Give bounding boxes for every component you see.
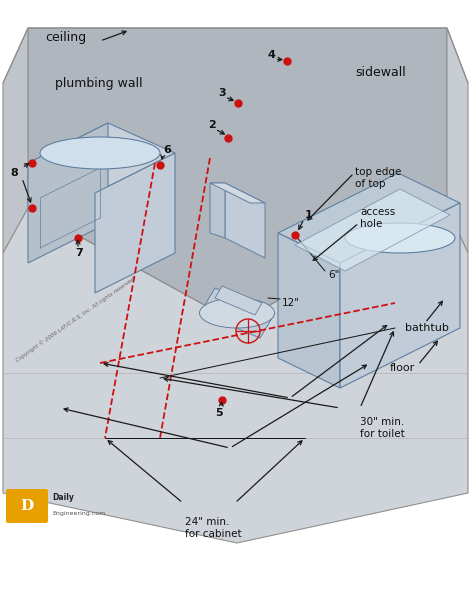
Text: 12": 12"	[282, 298, 300, 308]
Text: 4: 4	[268, 50, 276, 60]
Polygon shape	[28, 28, 447, 323]
Polygon shape	[95, 153, 175, 293]
Polygon shape	[28, 123, 108, 263]
Polygon shape	[210, 183, 265, 203]
Text: 2: 2	[208, 120, 216, 130]
Text: bathtub: bathtub	[405, 323, 449, 333]
Polygon shape	[340, 203, 460, 388]
Ellipse shape	[40, 137, 160, 169]
FancyBboxPatch shape	[6, 489, 48, 523]
Ellipse shape	[200, 298, 274, 328]
Text: Daily: Daily	[52, 493, 74, 502]
Text: 8: 8	[10, 168, 18, 178]
Text: sidewall: sidewall	[355, 66, 406, 79]
Text: ceiling: ceiling	[45, 31, 86, 44]
Text: 6: 6	[163, 145, 171, 155]
Polygon shape	[215, 286, 262, 315]
Text: D: D	[20, 499, 34, 513]
Polygon shape	[278, 173, 460, 263]
Polygon shape	[278, 233, 340, 388]
Text: 1: 1	[305, 210, 313, 220]
Text: 30" min.
for toilet: 30" min. for toilet	[360, 417, 405, 439]
Text: plumbing wall: plumbing wall	[55, 76, 143, 90]
Text: 7: 7	[75, 248, 83, 258]
Polygon shape	[295, 189, 450, 271]
Text: 24" min.
for cabinet: 24" min. for cabinet	[185, 517, 242, 539]
Text: Copyright © 2006 LAF/C.R.S, Inc. All rights reserved.: Copyright © 2006 LAF/C.R.S, Inc. All rig…	[15, 275, 137, 363]
Text: 3: 3	[218, 88, 226, 98]
Polygon shape	[210, 183, 225, 238]
Polygon shape	[3, 28, 28, 253]
Polygon shape	[200, 288, 275, 338]
Polygon shape	[3, 208, 468, 543]
Text: Engineering.com: Engineering.com	[52, 511, 105, 515]
Text: access
hole: access hole	[360, 207, 395, 229]
Text: 5: 5	[215, 408, 223, 418]
Polygon shape	[28, 123, 175, 193]
Ellipse shape	[345, 223, 455, 253]
Text: floor: floor	[390, 363, 415, 373]
Text: 6": 6"	[328, 270, 339, 280]
Polygon shape	[447, 28, 468, 253]
Text: top edge
of top: top edge of top	[355, 167, 401, 189]
Polygon shape	[225, 183, 265, 258]
